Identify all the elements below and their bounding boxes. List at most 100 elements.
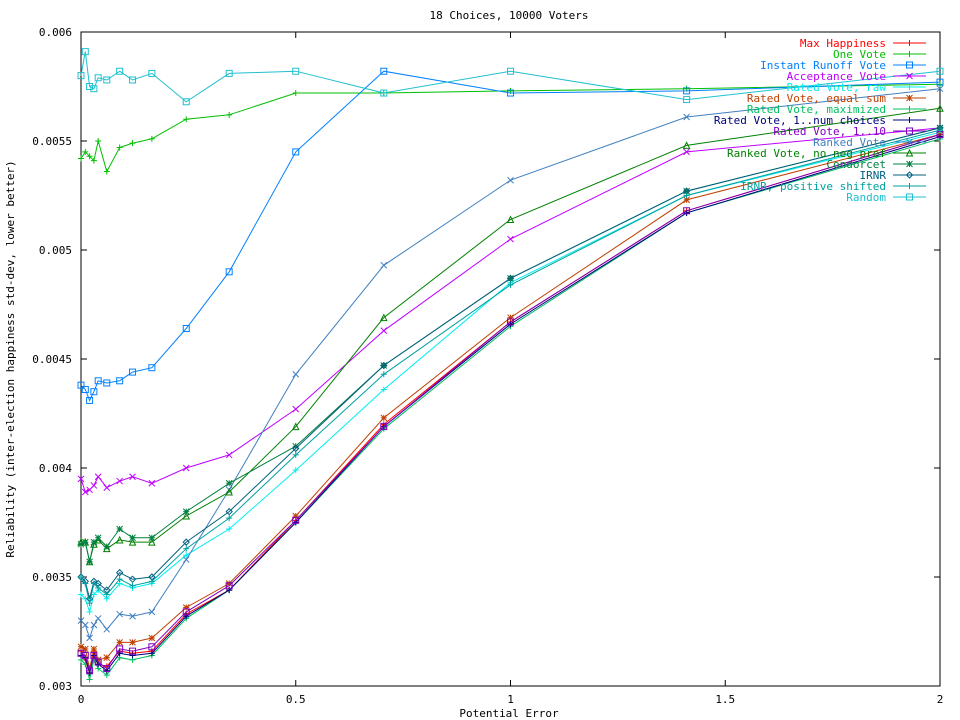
data-point: [81, 386, 89, 394]
series-6: [78, 135, 943, 683]
data-point: [78, 155, 84, 162]
data-point: [116, 645, 124, 653]
data-point: [90, 482, 98, 489]
data-point: [182, 324, 190, 332]
data-point: [292, 67, 300, 75]
data-point: [129, 473, 136, 481]
data-point: [292, 370, 300, 378]
data-point: [81, 48, 89, 56]
data-point: [380, 371, 387, 378]
y-axis-title: Reliability (inter-election happiness st…: [4, 160, 17, 557]
data-point: [81, 621, 89, 629]
legend-marker: [906, 61, 913, 69]
data-point: [128, 575, 137, 583]
data-point: [148, 534, 156, 542]
data-point: [94, 473, 102, 481]
data-point: [148, 69, 156, 77]
legend-label: IRNR: [860, 169, 887, 182]
data-point: [683, 196, 690, 204]
data-point: [129, 639, 136, 646]
x-axis-title: Potential Error: [459, 707, 559, 720]
data-point: [683, 148, 690, 156]
data-point: [81, 651, 89, 659]
data-point: [148, 608, 156, 616]
data-point: [380, 327, 388, 335]
legend-marker: [906, 84, 913, 90]
data-point: [116, 525, 124, 533]
data-point: [292, 444, 300, 453]
data-point: [148, 578, 155, 585]
data-point: [292, 90, 299, 97]
data-point: [683, 207, 691, 215]
data-point: [90, 157, 97, 164]
y-tick-label: 0.004: [39, 462, 72, 475]
data-point: [507, 89, 514, 97]
data-point: [379, 313, 388, 322]
data-point: [182, 508, 190, 515]
data-point: [292, 512, 300, 520]
data-point: [507, 67, 514, 75]
series-4: [78, 129, 943, 615]
x-tick-label: 0.5: [286, 693, 306, 706]
legend-label: IRNR, positive shifted: [740, 180, 886, 193]
data-point: [103, 484, 111, 491]
data-point: [683, 87, 691, 95]
data-point: [292, 516, 300, 524]
data-point: [148, 634, 156, 642]
data-point: [103, 168, 110, 175]
chart-title: 18 Choices, 10000 Voters: [430, 9, 589, 22]
data-point: [129, 140, 136, 147]
data-point: [94, 534, 102, 542]
data-point: [86, 667, 94, 675]
legend-label: Rated Vote, maximized: [747, 103, 886, 116]
series-10: [77, 104, 944, 566]
data-point: [82, 580, 89, 587]
data-point: [129, 612, 136, 620]
data-point: [183, 545, 190, 552]
series-line: [80, 127, 941, 599]
data-point: [90, 651, 98, 659]
data-point: [683, 96, 691, 104]
data-point: [682, 141, 691, 149]
legend-label: Rated Vote, 1..num choices: [714, 114, 886, 127]
legend-marker: [906, 117, 913, 123]
data-point: [936, 67, 944, 75]
data-point: [182, 608, 190, 616]
legend-marker: [906, 72, 913, 80]
data-point: [226, 587, 233, 594]
data-point: [129, 652, 136, 659]
data-point: [90, 621, 98, 629]
data-point: [182, 604, 190, 611]
data-point: [292, 405, 300, 413]
data-point: [225, 487, 233, 496]
series-line: [80, 129, 941, 604]
data-point: [86, 153, 93, 160]
data-point: [103, 591, 110, 598]
series-line: [80, 134, 941, 673]
data-point: [225, 479, 233, 487]
data-point: [115, 568, 124, 577]
y-tick-label: 0.0055: [32, 135, 72, 148]
series-7: [78, 133, 943, 676]
legend-label: One Vote: [833, 48, 886, 61]
data-point: [103, 654, 111, 662]
data-point: [226, 111, 233, 118]
data-point: [936, 78, 944, 86]
series-9: [77, 85, 944, 642]
data-point: [116, 477, 124, 485]
data-point: [182, 538, 190, 546]
data-point: [507, 314, 514, 321]
data-point: [94, 658, 102, 666]
data-point: [77, 475, 85, 483]
legend-marker: [905, 171, 914, 179]
y-tick-label: 0.0045: [32, 353, 72, 366]
data-point: [86, 634, 93, 642]
data-point: [936, 104, 944, 112]
data-point: [683, 113, 690, 121]
data-point: [103, 543, 111, 550]
data-point: [507, 235, 514, 243]
data-point: [103, 379, 111, 387]
data-point: [116, 610, 124, 618]
